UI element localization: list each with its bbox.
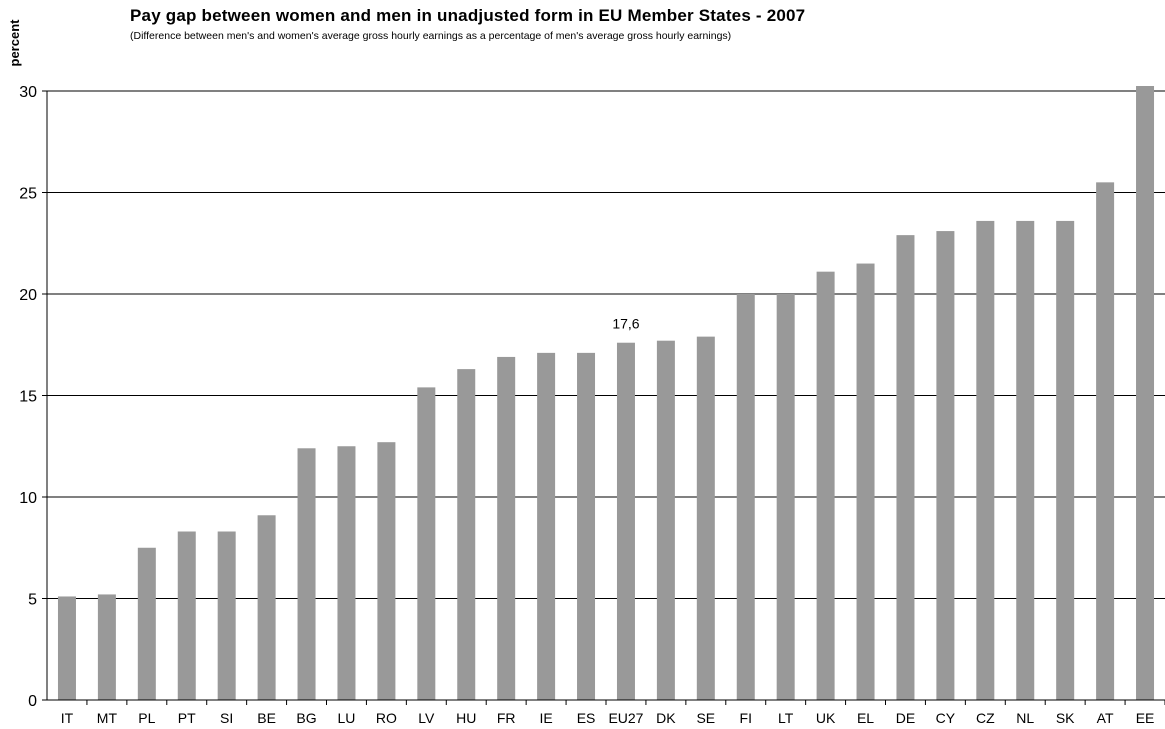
x-tick-label: MT bbox=[97, 710, 118, 726]
chart-subtitle: (Difference between men's and women's av… bbox=[130, 30, 732, 42]
bar-ie bbox=[537, 352, 556, 700]
x-tick-label: EL bbox=[857, 710, 874, 726]
x-tick-label: FI bbox=[740, 710, 752, 726]
bar-at bbox=[1096, 182, 1115, 701]
y-tick-label: 5 bbox=[28, 592, 37, 609]
bar-cz bbox=[976, 220, 995, 701]
bar-nl bbox=[1016, 220, 1035, 701]
x-tick-label: SI bbox=[220, 710, 233, 726]
y-tick-label: 0 bbox=[28, 693, 37, 710]
x-tick-label: UK bbox=[816, 710, 836, 726]
x-tick-label: LU bbox=[338, 710, 356, 726]
bar-ee bbox=[1136, 86, 1155, 700]
bar-be bbox=[257, 515, 276, 700]
bar-ro bbox=[377, 442, 396, 700]
bar-mt bbox=[97, 594, 116, 700]
x-tick-label: EE bbox=[1136, 710, 1155, 726]
y-tick-label: 30 bbox=[19, 84, 37, 101]
x-tick-label: DE bbox=[896, 710, 915, 726]
bar-pl bbox=[137, 547, 156, 700]
x-tick-label: RO bbox=[376, 710, 397, 726]
bar-si bbox=[217, 531, 236, 700]
data-label: 17,6 bbox=[612, 316, 639, 332]
x-tick-label: HU bbox=[456, 710, 476, 726]
bar-se bbox=[696, 336, 715, 700]
axes bbox=[42, 90, 1165, 705]
x-tick-label: CY bbox=[936, 710, 956, 726]
bar-fi bbox=[736, 294, 755, 700]
x-tick-label: DK bbox=[656, 710, 676, 726]
labels: 0 5 10 15 20 25 30 IT MT PL PT SI BE BG LU RO LV HU FR IE ES… bbox=[19, 84, 1154, 726]
chart-title: Pay gap between women and men in unadjus… bbox=[130, 6, 806, 25]
bars bbox=[57, 86, 1155, 701]
x-tick-label: BG bbox=[296, 710, 316, 726]
x-tick-label: CZ bbox=[976, 710, 995, 726]
x-tick-label: PT bbox=[178, 710, 196, 726]
bar-es bbox=[577, 352, 596, 700]
bar-de bbox=[896, 235, 915, 700]
x-tick-label: IE bbox=[539, 710, 552, 726]
x-tick-label: IT bbox=[61, 710, 74, 726]
x-tick-label: FR bbox=[497, 710, 516, 726]
x-tick-label: LV bbox=[418, 710, 435, 726]
x-tick-label: NL bbox=[1016, 710, 1034, 726]
x-tick-label: PL bbox=[138, 710, 155, 726]
y-tick-label: 10 bbox=[19, 490, 37, 507]
bar-uk bbox=[816, 271, 835, 700]
x-tick-label: AT bbox=[1097, 710, 1114, 726]
bar-fr bbox=[497, 356, 516, 700]
bar-cy bbox=[936, 231, 955, 700]
gridlines bbox=[47, 90, 1165, 599]
bar-eu27 bbox=[616, 342, 635, 700]
x-tick-label: BE bbox=[257, 710, 276, 726]
bar-el bbox=[856, 263, 875, 700]
y-tick-label: 20 bbox=[19, 287, 37, 304]
x-tick-label: LT bbox=[778, 710, 794, 726]
y-tick-label: 25 bbox=[19, 186, 37, 203]
bar-sk bbox=[1056, 220, 1075, 701]
bar-pt bbox=[177, 531, 196, 700]
x-tick-label: SK bbox=[1056, 710, 1075, 726]
bar-hu bbox=[457, 369, 476, 700]
y-tick-label: 15 bbox=[19, 389, 37, 406]
x-tick-label: SE bbox=[696, 710, 715, 726]
bar-bg bbox=[297, 448, 316, 700]
bar-lt bbox=[776, 294, 795, 700]
bar-lu bbox=[337, 446, 356, 700]
bar-it bbox=[57, 596, 76, 700]
bar-lv bbox=[417, 387, 436, 700]
x-tick-label: ES bbox=[577, 710, 596, 726]
x-tick-label: EU27 bbox=[608, 710, 643, 726]
bar-dk bbox=[656, 340, 675, 700]
